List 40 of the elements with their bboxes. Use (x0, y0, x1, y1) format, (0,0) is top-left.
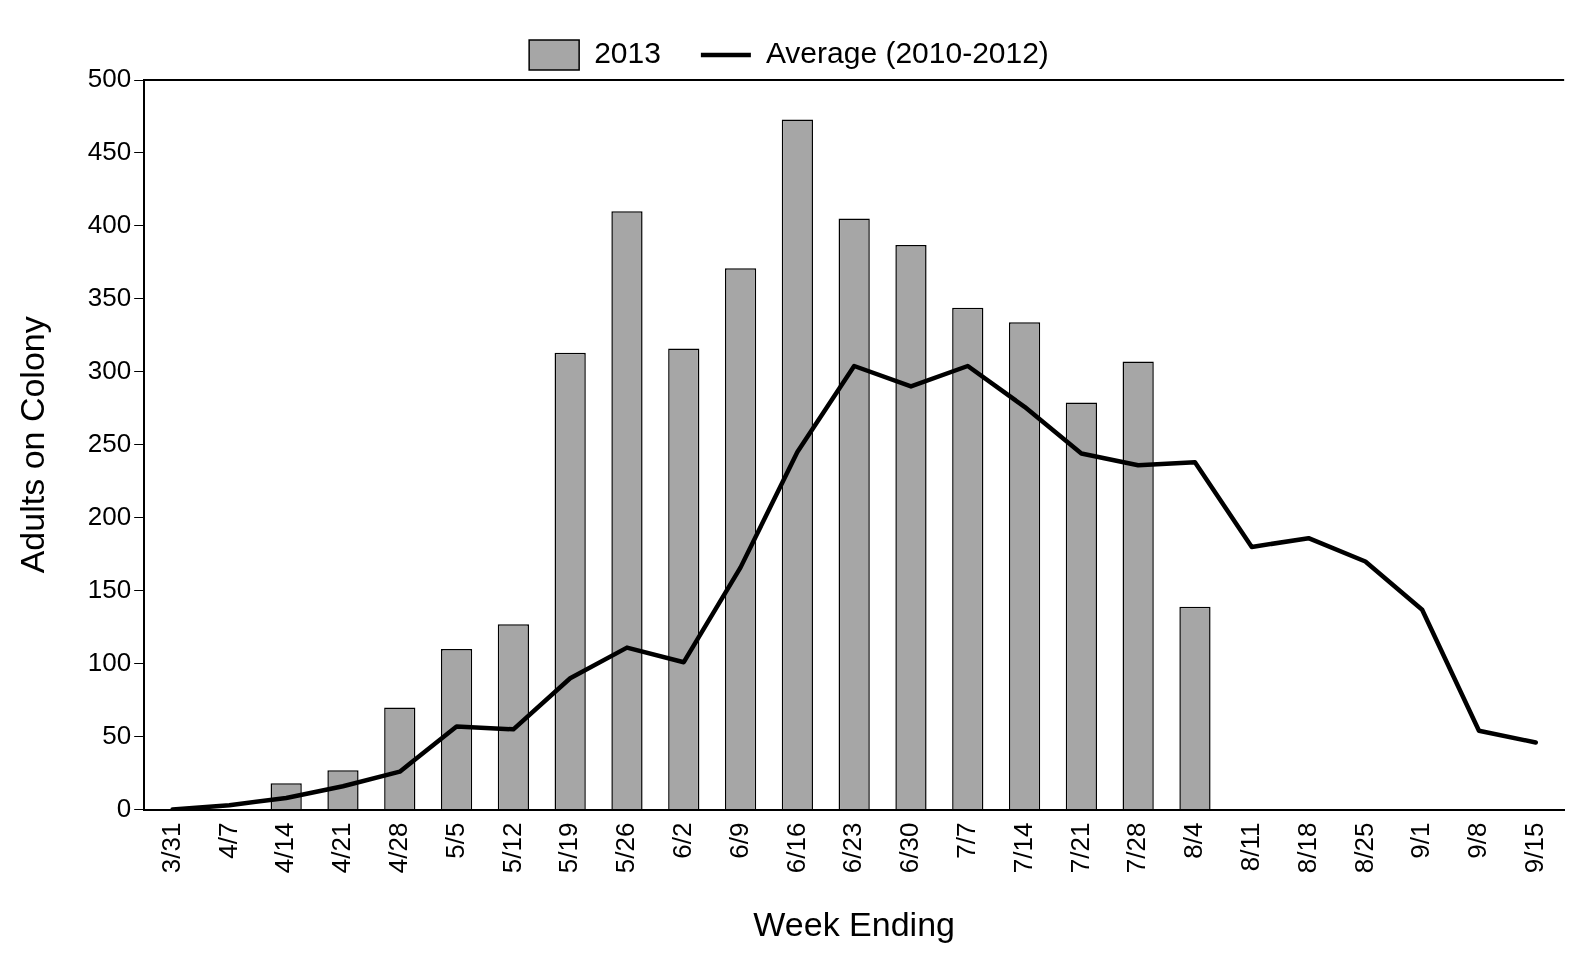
legend-label: Average (2010-2012) (765, 36, 1049, 70)
x-tick-label: 6/16 (780, 822, 811, 874)
x-tick-label: 6/30 (894, 822, 925, 874)
x-tick-label: 5/26 (610, 822, 641, 874)
x-tick-label: 6/23 (837, 822, 868, 874)
y-tick-label: 350 (87, 282, 132, 313)
x-tick-label: 7/14 (1007, 822, 1038, 874)
x-tick-label: 4/7 (212, 822, 243, 859)
x-tick-label: 8/25 (1348, 822, 1379, 874)
x-tick-label: 9/1 (1405, 822, 1436, 859)
x-tick-label: 7/7 (950, 822, 981, 859)
x-tick-label: 9/15 (1518, 822, 1549, 874)
x-tick-label: 8/18 (1291, 822, 1322, 874)
y-tick-label: 0 (116, 792, 132, 823)
y-tick-label: 300 (87, 355, 132, 386)
x-tick-label: 5/12 (496, 822, 527, 874)
x-tick-label: 4/21 (326, 822, 357, 874)
y-axis-title: Adults on Colony (12, 316, 51, 574)
y-tick-label: 100 (87, 646, 132, 677)
x-tick-label: 4/28 (382, 822, 413, 874)
y-tick-label: 250 (87, 427, 132, 458)
y-tick-label: 150 (87, 573, 132, 604)
x-axis-title: Week Ending (753, 904, 955, 943)
x-tick-label: 6/2 (666, 822, 697, 859)
x-tick-label: 8/4 (1178, 822, 1209, 859)
x-tick-label: 8/11 (1234, 822, 1265, 872)
y-tick-label: 500 (87, 63, 132, 94)
x-tick-label: 5/19 (553, 822, 584, 874)
x-tick-label: 4/14 (269, 822, 300, 874)
legend-label: 2013 (594, 36, 661, 70)
x-tick-label: 7/21 (1064, 822, 1095, 874)
x-tick-label: 9/8 (1462, 822, 1493, 859)
x-tick-label: 3/31 (155, 822, 186, 874)
y-tick-label: 50 (102, 719, 132, 750)
x-tick-label: 7/28 (1121, 822, 1152, 874)
y-tick-label: 400 (87, 209, 132, 240)
y-tick-label: 200 (87, 500, 132, 531)
y-tick-label: 450 (87, 136, 132, 167)
x-tick-label: 6/9 (723, 822, 754, 859)
x-tick-label: 5/5 (439, 822, 470, 859)
